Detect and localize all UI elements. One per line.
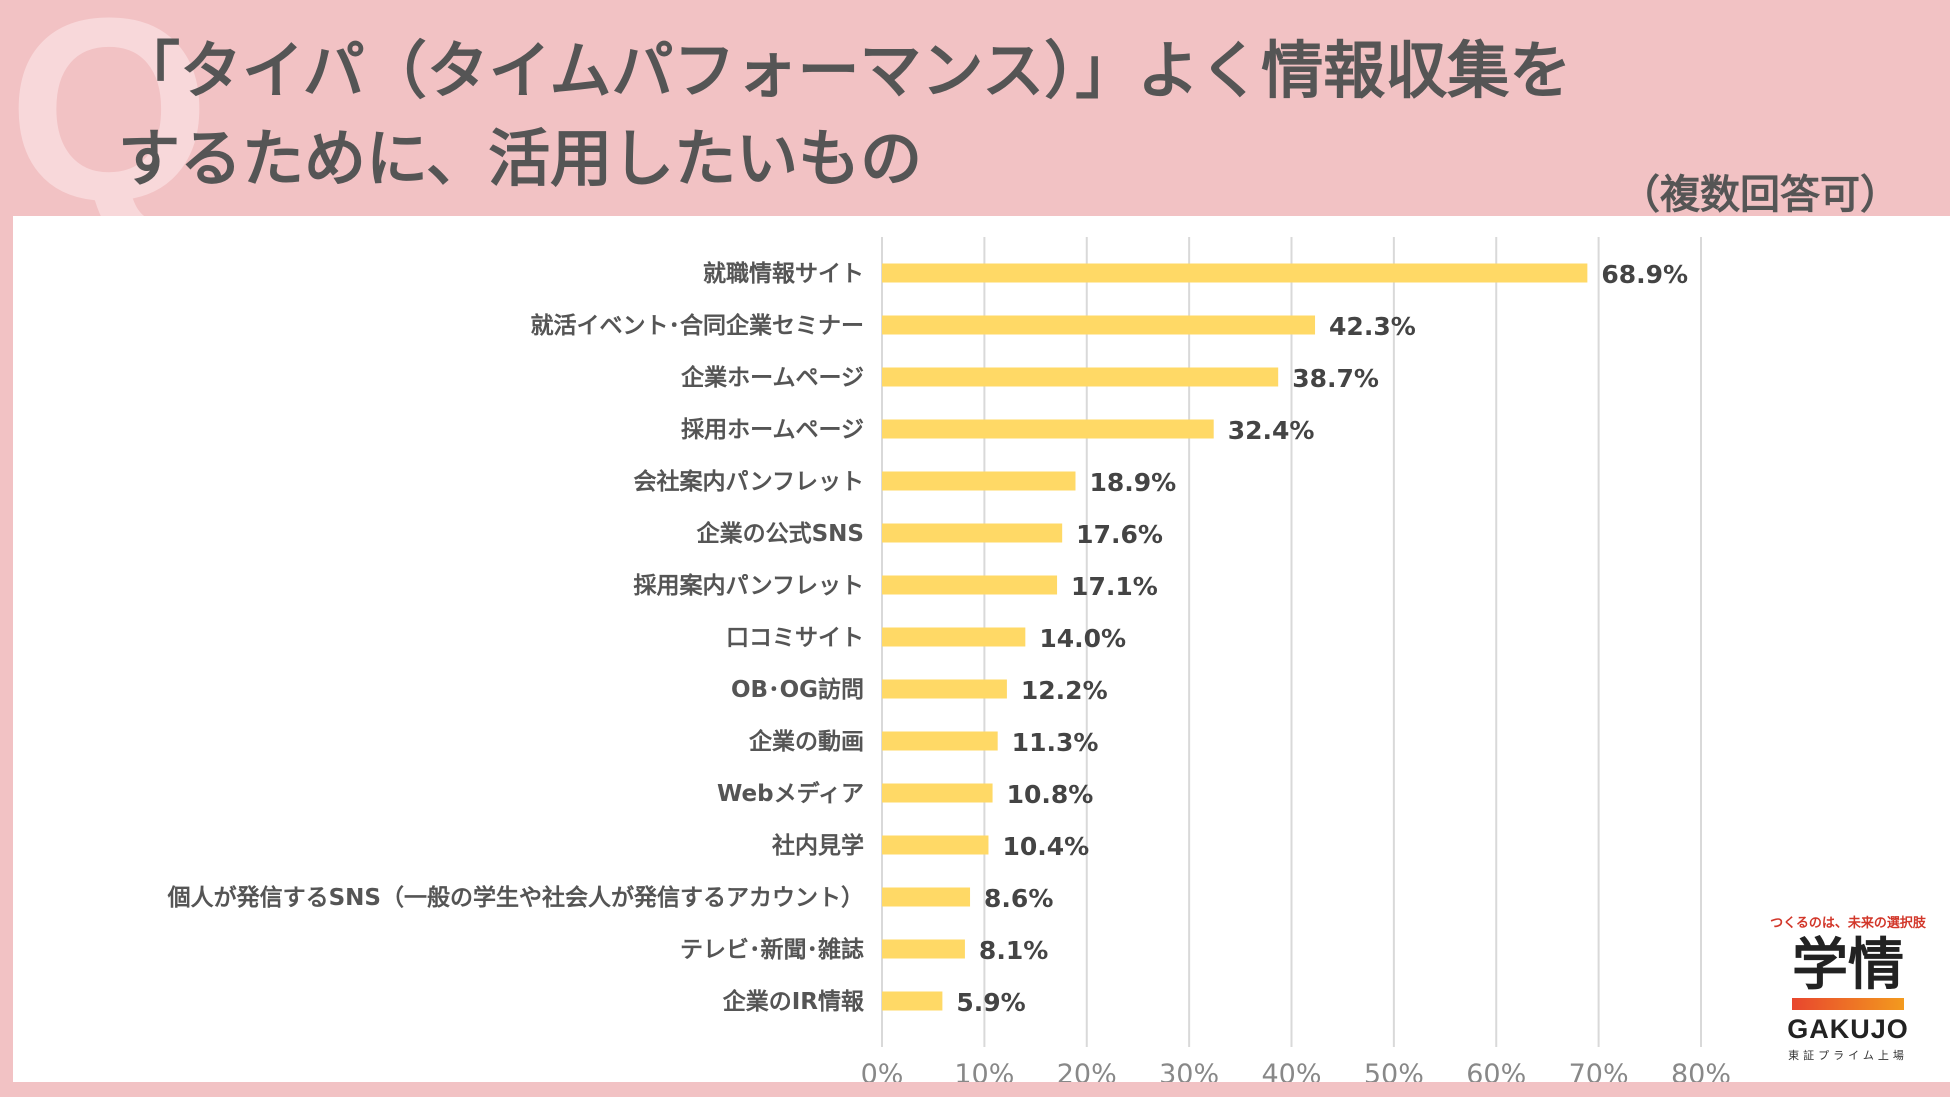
category-label: Webメディア <box>717 780 864 807</box>
category-label: 企業ホームページ <box>680 364 864 391</box>
x-tick-label: 70% <box>1569 1059 1629 1082</box>
bar <box>882 575 1058 595</box>
category-label: 会社案内パンフレット <box>634 468 864 495</box>
x-tick-label: 20% <box>1057 1059 1117 1082</box>
bar <box>882 783 993 803</box>
bar <box>882 835 989 855</box>
bar <box>882 523 1063 543</box>
logo-tagline: つくるのは、未来の選択肢 <box>1770 916 1926 931</box>
data-label: 11.3% <box>1012 728 1099 757</box>
data-label: 17.1% <box>1071 572 1158 601</box>
data-label: 38.7% <box>1292 364 1379 393</box>
bar <box>882 263 1588 283</box>
logo-roman: GAKUJO <box>1787 1013 1909 1044</box>
bar <box>882 315 1316 335</box>
category-label: 就職情報サイト <box>703 260 864 287</box>
x-tick-label: 80% <box>1671 1059 1731 1082</box>
x-tick-label: 50% <box>1364 1059 1424 1082</box>
category-label: 就活イベント･合同企業セミナー <box>531 312 865 339</box>
category-label: 個人が発信するSNS（一般の学生や社会人が発信するアカウント） <box>167 884 864 911</box>
data-label: 32.4% <box>1228 416 1315 445</box>
category-label: 企業の動画 <box>748 728 864 755</box>
bar <box>882 887 971 907</box>
x-tick-label: 30% <box>1159 1059 1219 1082</box>
bar <box>882 367 1279 387</box>
data-label: 18.9% <box>1089 468 1176 497</box>
x-tick-label: 0% <box>861 1059 904 1082</box>
data-label: 10.8% <box>1007 780 1094 809</box>
data-label: 10.4% <box>1002 832 1089 861</box>
category-label: 口コミサイト <box>726 625 864 651</box>
bar <box>882 731 998 751</box>
data-label: 12.2% <box>1021 676 1108 705</box>
page-title-line-2: するために、活用したいもの <box>118 122 923 195</box>
category-label: テレビ･新聞･雑誌 <box>680 936 864 963</box>
gakujo-logo: つくるのは、未来の選択肢 学情 GAKUJO 東証プライム上場 <box>1758 912 1938 1072</box>
logo-listing: 東証プライム上場 <box>1788 1048 1908 1062</box>
category-label: 社内見学 <box>772 832 864 859</box>
bar <box>882 679 1007 699</box>
bar <box>882 627 1026 647</box>
page-title-line-1: 「タイパ（タイムパフォーマンス）」よく情報収集を <box>118 34 1572 107</box>
x-tick-label: 40% <box>1261 1059 1321 1082</box>
category-label: 企業のIR情報 <box>722 988 865 1015</box>
chart-panel: 0% 10% 20% 30% 40% 50% 60% 70% 80% 就職情報サイト 68.9% 就活… <box>13 216 1950 1082</box>
bar <box>882 419 1214 439</box>
data-label: 17.6% <box>1076 520 1163 549</box>
category-label: 採用案内パンフレット <box>634 572 864 599</box>
x-tick-label: 60% <box>1466 1059 1526 1082</box>
bar-chart: 0% 10% 20% 30% 40% 50% 60% 70% 80% 就職情報サイト 68.9% 就活… <box>167 237 1731 1082</box>
data-label: 68.9% <box>1601 260 1688 289</box>
multiple-answer-note: （複数回答可） <box>1620 172 1900 218</box>
data-label: 8.1% <box>979 936 1048 965</box>
bar <box>882 471 1076 491</box>
category-label: 採用ホームページ <box>681 417 864 443</box>
logo-name: 学情 <box>1792 933 1904 998</box>
data-label: 8.6% <box>984 884 1053 913</box>
bar <box>882 991 943 1011</box>
bar <box>882 939 965 959</box>
data-label: 42.3% <box>1329 312 1416 341</box>
data-label: 5.9% <box>956 988 1025 1017</box>
x-tick-label: 10% <box>954 1059 1014 1082</box>
data-label: 14.0% <box>1039 624 1126 653</box>
logo-gradient-bar <box>1792 997 1904 1010</box>
category-label: OB･OG訪問 <box>731 676 864 703</box>
category-label: 企業の公式SNS <box>696 520 864 547</box>
